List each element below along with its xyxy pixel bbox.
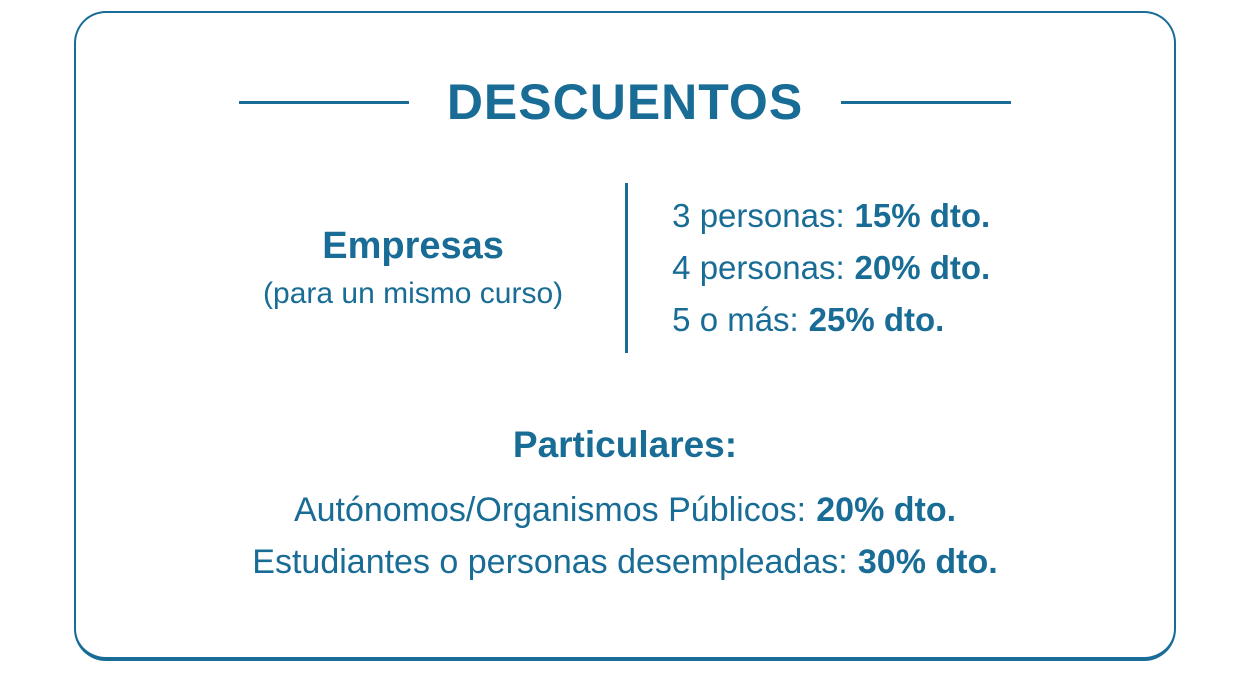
empresas-heading: Empresas — [322, 224, 504, 267]
particulares-list: Autónomos/Organismos Públicos: 20% dto. E… — [76, 484, 1174, 588]
tier-value: 25% dto. — [808, 301, 945, 338]
title-rule-right — [841, 101, 1012, 104]
tier-value: 20% dto. — [854, 249, 991, 286]
tier-label: 3 personas: — [672, 197, 845, 234]
title-rule-left — [238, 101, 409, 104]
discount-tier-row: 3 personas: 15% dto. — [672, 190, 1174, 242]
particulares-label: Autónomos/Organismos Públicos: — [293, 490, 807, 529]
discount-tier-list: 3 personas: 15% dto. 4 personas: 20% dto. … — [628, 190, 1174, 346]
vertical-divider — [625, 183, 629, 353]
page-title: DESCUENTOS — [446, 74, 804, 130]
tier-value: 15% dto. — [854, 197, 991, 234]
particulares-row: Estudiantes o personas desempleadas: 30% … — [76, 536, 1174, 588]
particulares-row: Autónomos/Organismos Públicos: 20% dto. — [76, 484, 1174, 536]
discounts-card: DESCUENTOS Empresas (para un mismo curso… — [74, 11, 1176, 661]
empresas-subheading: (para un mismo curso) — [263, 277, 564, 311]
title-row: DESCUENTOS — [76, 75, 1174, 130]
particulares-value: 20% dto. — [816, 490, 957, 529]
particulares-label: Estudiantes o personas desempleadas: — [252, 542, 848, 581]
discount-tier-row: 4 personas: 20% dto. — [672, 242, 1174, 294]
particulares-value: 30% dto. — [857, 542, 998, 581]
particulares-heading: Particulares: — [512, 424, 738, 465]
empresas-section: Empresas (para un mismo curso) 3 persona… — [76, 183, 1174, 353]
discount-tier-row: 5 o más: 25% dto. — [672, 294, 1174, 346]
tier-label: 5 o más: — [672, 301, 799, 338]
empresas-block: Empresas (para un mismo curso) — [76, 225, 625, 312]
tier-label: 4 personas: — [672, 249, 845, 286]
